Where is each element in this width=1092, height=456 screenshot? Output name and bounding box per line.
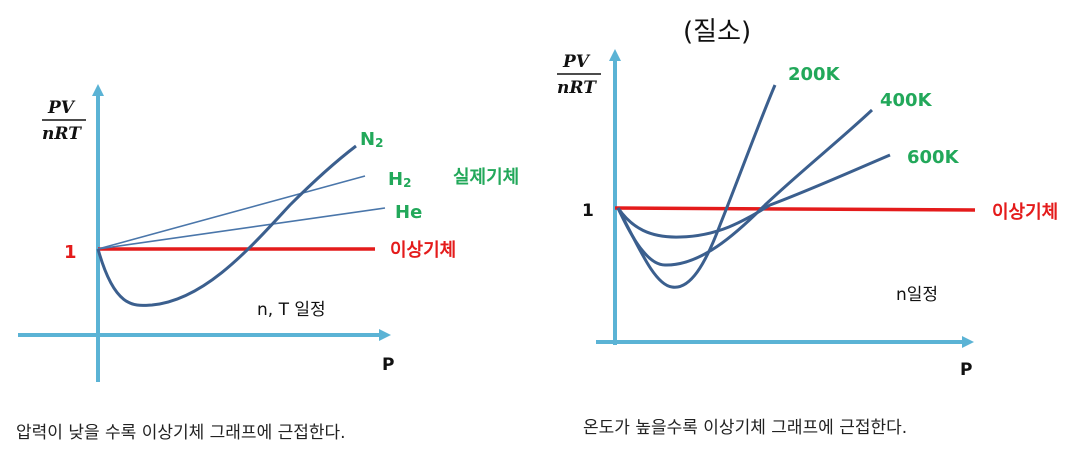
- left-he-line: [97, 207, 386, 250]
- left-ylabel-numerator: PV: [47, 98, 76, 118]
- left-n2-label: N2: [360, 129, 383, 150]
- left-panel: PV nRT 1 N2 H2 He 실제기체 이상기체 n, T 일정 P 압력…: [16, 84, 519, 443]
- left-caption: 압력이 낮을 수록 이상기체 그래프에 근접한다.: [16, 423, 346, 443]
- right-ylabel-denominator: nRT: [557, 78, 597, 98]
- left-real-gas-label: 실제기체: [453, 167, 519, 188]
- left-ideal-gas-label: 이상기체: [390, 240, 456, 261]
- right-200k-label: 200K: [788, 64, 841, 85]
- left-h2-line: [97, 175, 366, 250]
- left-he-label: He: [395, 202, 422, 223]
- right-xlabel: P: [960, 360, 972, 380]
- right-caption: 온도가 높을수록 이상기체 그래프에 근접한다.: [583, 418, 907, 438]
- right-title: (질소): [683, 17, 751, 47]
- left-condition-label: n, T 일정: [257, 300, 326, 320]
- right-400k-label: 400K: [880, 90, 933, 111]
- right-curve-400k: [616, 108, 874, 267]
- right-one-label: 1: [582, 201, 594, 221]
- right-ylabel-numerator: PV: [562, 52, 591, 72]
- right-condition-label: n일정: [896, 285, 938, 305]
- left-n2-curve: [96, 144, 357, 307]
- right-ideal-gas-line: [614, 206, 976, 212]
- right-600k-label: 600K: [907, 147, 960, 168]
- right-curve-600k: [616, 153, 891, 239]
- left-h2-label: H2: [388, 169, 411, 190]
- right-panel: (질소) PV nRT 1 200K 400K 600K 이상기체 n일정 P …: [557, 17, 1058, 438]
- right-ideal-gas-label: 이상기체: [992, 202, 1058, 223]
- left-one-label: 1: [64, 242, 77, 263]
- left-ylabel-denominator: nRT: [42, 124, 82, 144]
- left-xlabel: P: [382, 355, 394, 375]
- right-curve-200k: [616, 84, 777, 289]
